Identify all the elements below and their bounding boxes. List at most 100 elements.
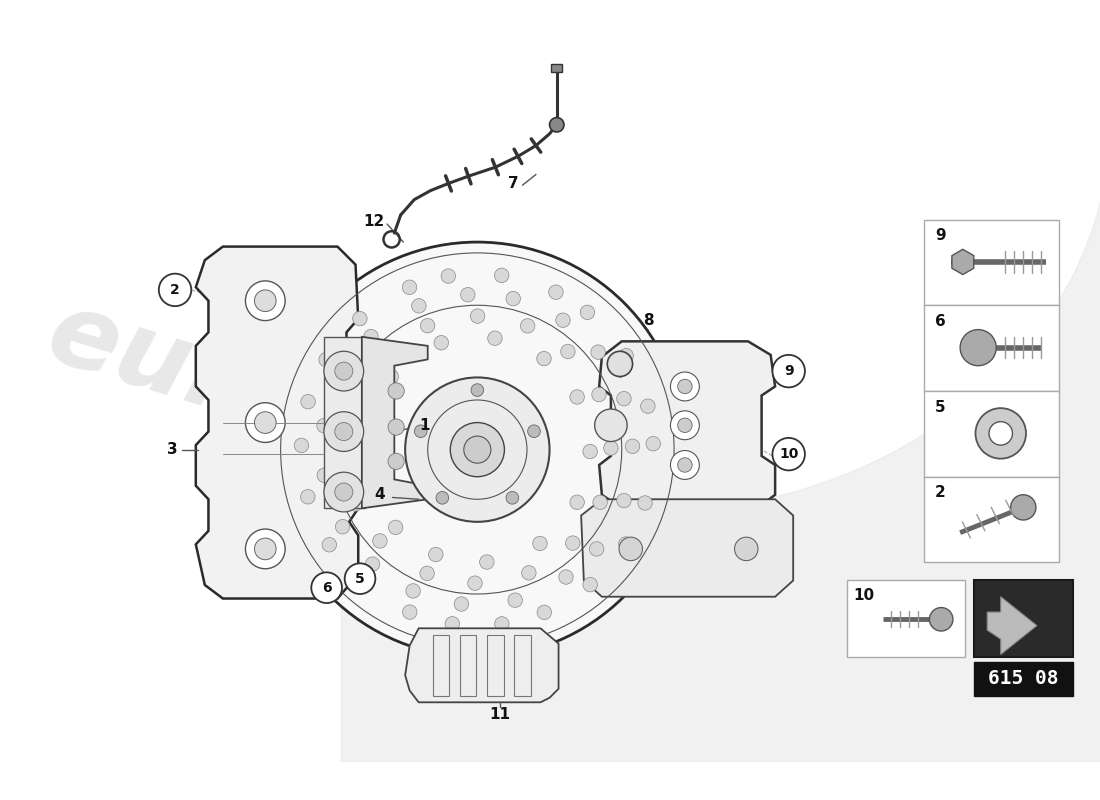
Circle shape	[388, 520, 403, 534]
Circle shape	[323, 472, 364, 512]
Bar	[974, 581, 1072, 657]
Circle shape	[592, 387, 606, 402]
Circle shape	[317, 468, 331, 482]
Circle shape	[590, 542, 604, 556]
Text: 3: 3	[167, 442, 178, 457]
Bar	[974, 662, 1072, 696]
Circle shape	[618, 537, 634, 551]
Circle shape	[549, 285, 563, 299]
Circle shape	[294, 438, 309, 453]
Circle shape	[254, 412, 276, 434]
Circle shape	[158, 274, 191, 306]
Circle shape	[607, 351, 632, 377]
Text: 6: 6	[322, 581, 331, 594]
Circle shape	[429, 547, 443, 562]
Circle shape	[323, 351, 364, 391]
Circle shape	[646, 437, 660, 451]
Circle shape	[506, 491, 519, 504]
Circle shape	[537, 605, 551, 619]
Polygon shape	[196, 246, 359, 598]
Circle shape	[591, 345, 605, 359]
Circle shape	[678, 418, 692, 433]
Circle shape	[254, 290, 276, 311]
Polygon shape	[362, 337, 428, 508]
Circle shape	[1011, 494, 1036, 520]
Circle shape	[245, 402, 285, 442]
Circle shape	[319, 353, 333, 367]
Text: eurospares: eurospares	[35, 282, 694, 572]
Circle shape	[461, 287, 475, 302]
Circle shape	[604, 441, 618, 455]
Text: 5: 5	[935, 400, 946, 414]
Circle shape	[361, 471, 375, 486]
Bar	[924, 391, 1059, 477]
Circle shape	[678, 458, 692, 472]
Circle shape	[565, 536, 580, 550]
Text: 12: 12	[363, 214, 384, 229]
Circle shape	[334, 362, 353, 380]
Circle shape	[570, 390, 584, 404]
Circle shape	[384, 370, 398, 384]
Text: 5: 5	[355, 572, 365, 586]
Circle shape	[638, 496, 652, 510]
Circle shape	[364, 330, 378, 344]
Bar	[515, 634, 530, 696]
Circle shape	[405, 378, 550, 522]
Polygon shape	[581, 499, 793, 597]
Text: 615 08: 615 08	[988, 670, 1058, 688]
Circle shape	[346, 392, 361, 406]
Circle shape	[322, 538, 337, 552]
Bar	[433, 634, 450, 696]
Text: 10: 10	[779, 447, 799, 461]
Text: 1: 1	[420, 418, 430, 433]
Circle shape	[640, 399, 656, 414]
Circle shape	[570, 495, 584, 510]
Circle shape	[441, 269, 455, 283]
Text: 9: 9	[784, 364, 793, 378]
Circle shape	[361, 414, 375, 429]
Bar	[323, 337, 364, 508]
Circle shape	[334, 422, 353, 441]
Circle shape	[403, 280, 417, 294]
Circle shape	[300, 490, 315, 504]
Polygon shape	[987, 597, 1037, 654]
Text: 2: 2	[935, 486, 946, 501]
Circle shape	[436, 491, 449, 504]
Circle shape	[617, 494, 631, 508]
Circle shape	[375, 349, 389, 363]
Circle shape	[468, 576, 482, 590]
Circle shape	[495, 617, 509, 631]
Circle shape	[333, 369, 348, 383]
Circle shape	[434, 335, 449, 350]
Circle shape	[506, 291, 520, 306]
Circle shape	[556, 313, 570, 327]
Circle shape	[471, 384, 484, 396]
Circle shape	[559, 570, 573, 584]
Circle shape	[537, 351, 551, 366]
Circle shape	[300, 394, 316, 409]
Circle shape	[245, 529, 285, 569]
Circle shape	[593, 495, 607, 510]
Polygon shape	[405, 628, 559, 702]
Circle shape	[508, 593, 522, 607]
Circle shape	[583, 444, 597, 458]
Circle shape	[595, 409, 627, 442]
Text: 4: 4	[375, 487, 385, 502]
Bar	[924, 219, 1059, 306]
Circle shape	[411, 298, 426, 313]
Circle shape	[317, 418, 331, 433]
Circle shape	[348, 497, 363, 511]
Circle shape	[344, 563, 375, 594]
Circle shape	[446, 617, 460, 631]
Polygon shape	[600, 342, 775, 508]
Circle shape	[671, 450, 700, 479]
Text: 11: 11	[490, 706, 510, 722]
Circle shape	[311, 572, 342, 603]
Text: 9: 9	[935, 228, 946, 243]
Text: 10: 10	[852, 588, 874, 603]
Circle shape	[353, 311, 367, 326]
Bar	[551, 64, 562, 71]
Text: 6: 6	[935, 314, 946, 329]
Circle shape	[772, 355, 805, 387]
Circle shape	[334, 483, 353, 501]
